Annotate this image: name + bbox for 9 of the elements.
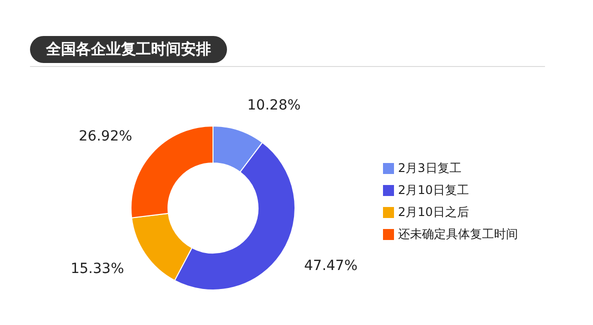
data-label: 26.92% (78, 128, 132, 144)
chart-title: 全国各企业复工时间安排 (30, 36, 227, 63)
legend-label: 还未确定具体复工时间 (398, 227, 518, 241)
data-label: 15.33% (70, 261, 124, 278)
legend-label: 2月10日复工 (398, 183, 469, 197)
data-label: 47.47% (304, 258, 358, 274)
legend-label: 2月3日复工 (398, 161, 462, 175)
legend-label: 2月10日之后 (398, 205, 469, 219)
data-label: 10.28% (247, 98, 301, 114)
